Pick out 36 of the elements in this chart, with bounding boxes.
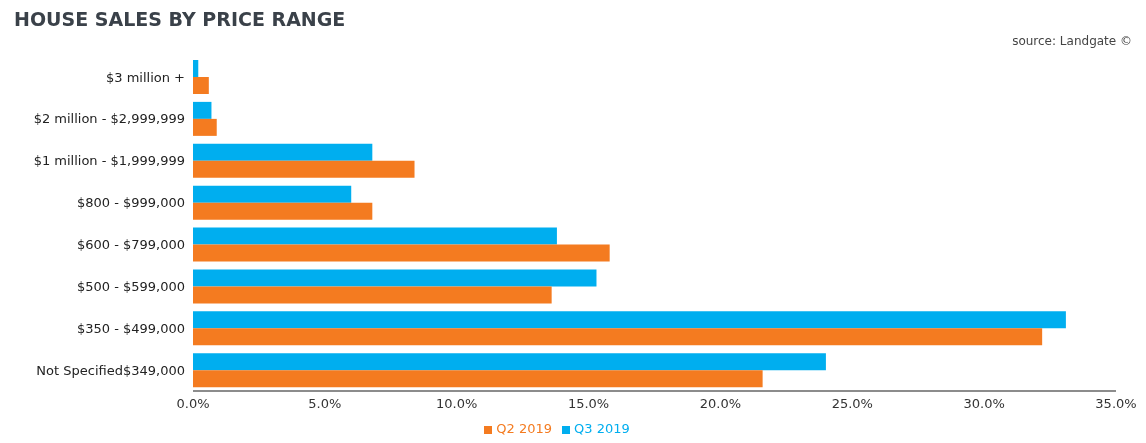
- y-tick-label: $2 million - $2,999,999: [33, 111, 185, 127]
- x-tick-label: 15.0%: [567, 396, 610, 412]
- x-tick-label: 35.0%: [1095, 396, 1137, 412]
- x-tick-label: 0.0%: [176, 396, 210, 412]
- y-tick-label: $800 - $999,000: [76, 195, 185, 211]
- bar: [193, 202, 373, 220]
- y-tick-label: $1 million - $1,999,999: [33, 153, 185, 169]
- legend-label: Q3 2019: [574, 421, 630, 436]
- bar: [193, 370, 763, 388]
- bar: [193, 77, 209, 94]
- bar: [193, 311, 1066, 329]
- y-tick-label: $350 - $499,000: [76, 320, 185, 336]
- bar: [193, 328, 1043, 346]
- y-tick-label: Not Specified$349,000: [36, 362, 185, 378]
- x-tick-label: 20.0%: [699, 396, 742, 412]
- bar: [193, 160, 415, 178]
- y-tick-label: $3 million +: [105, 69, 185, 85]
- bar: [193, 353, 826, 371]
- x-tick-label: 25.0%: [831, 396, 873, 412]
- bar: [193, 60, 199, 77]
- chart-title: HOUSE SALES BY PRICE RANGE: [14, 8, 346, 30]
- x-tick-label: 30.0%: [963, 396, 1005, 412]
- bar: [193, 269, 597, 287]
- x-tick-label: 10.0%: [436, 396, 478, 412]
- bar: [193, 185, 352, 203]
- x-tick-label: 5.0%: [308, 396, 342, 412]
- bar: [193, 244, 610, 262]
- y-tick-label: $600 - $799,000: [76, 237, 185, 253]
- legend-label: Q2 2019: [496, 421, 552, 436]
- y-tick-label: $500 - $599,000: [76, 278, 185, 294]
- bar: [193, 227, 557, 245]
- source-note: source: Landgate ©: [1012, 34, 1132, 48]
- bar: [193, 101, 212, 119]
- bar: [193, 118, 217, 136]
- bar: [193, 286, 552, 304]
- bar: [193, 143, 373, 161]
